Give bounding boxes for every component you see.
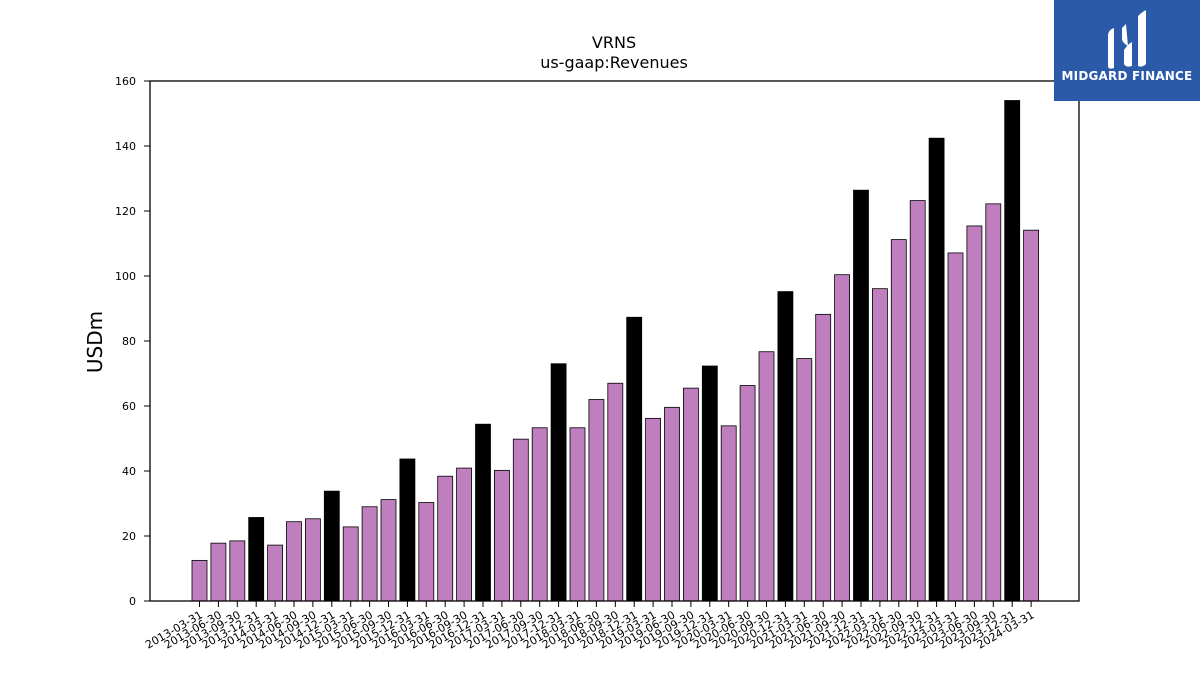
- bar-2020-03-31: [720, 425, 737, 602]
- bars-group: [191, 100, 1039, 602]
- bar-2022-12-31: [928, 137, 945, 602]
- bar-2019-12-31: [701, 365, 718, 602]
- bar-2022-06-30: [890, 239, 907, 602]
- bar-2013-06-30: [210, 542, 227, 602]
- bar-2021-06-30: [815, 313, 832, 602]
- midgard-finance-logo: MIDGARD FINANCE: [1054, 0, 1200, 101]
- bar-2020-06-30: [739, 385, 756, 602]
- y-tick-label: 120: [115, 205, 136, 218]
- y-tick-label: 60: [122, 400, 136, 413]
- x-axis: 2013-03-312013-06-302013-09-302013-12-31…: [143, 601, 1037, 652]
- logo-text: MIDGARD FINANCE: [1061, 69, 1193, 83]
- bar-2015-06-30: [361, 506, 378, 602]
- bar-2017-06-30: [512, 438, 529, 602]
- bar-2021-12-31: [853, 189, 869, 602]
- bar-2022-03-31: [872, 288, 888, 602]
- bar-2016-09-30: [456, 467, 473, 602]
- bar-2019-06-30: [664, 406, 680, 602]
- y-tick-label: 140: [115, 140, 136, 153]
- bar-2014-03-31: [267, 544, 284, 602]
- bar-2013-12-31: [248, 517, 265, 602]
- bar-2019-09-30: [683, 387, 699, 602]
- bar-2020-09-30: [758, 351, 775, 602]
- bar-2015-09-30: [380, 499, 397, 602]
- bar-2023-12-31: [1004, 100, 1021, 602]
- bar-2013-09-30: [229, 540, 246, 602]
- bar-2020-12-31: [777, 291, 794, 602]
- y-tick-label: 20: [122, 530, 136, 543]
- bar-2023-03-31: [947, 252, 964, 602]
- bar-2017-03-31: [493, 469, 510, 602]
- bar-2018-12-31: [626, 316, 643, 602]
- bar-2022-09-30: [909, 200, 926, 602]
- bar-2014-09-30: [304, 518, 321, 602]
- bar-2016-12-31: [475, 423, 491, 602]
- bar-2021-03-31: [796, 358, 813, 602]
- y-tick-label: 160: [115, 75, 136, 88]
- bar-2013-03-31: [191, 559, 208, 602]
- bar-2014-06-30: [286, 521, 302, 602]
- y-tick-label: 100: [115, 270, 136, 283]
- bar-2023-09-30: [985, 203, 1002, 602]
- y-tick-label: 0: [129, 595, 136, 608]
- bar-2015-12-31: [399, 458, 416, 602]
- bar-2016-06-30: [437, 475, 454, 602]
- bar-2015-03-31: [342, 526, 359, 602]
- bar-2017-12-31: [550, 363, 567, 602]
- bar-2018-09-30: [607, 382, 624, 602]
- bar-2018-06-30: [588, 399, 605, 602]
- bar-2014-12-31: [323, 490, 340, 602]
- chart-title: VRNS: [592, 33, 636, 52]
- plot-frame: [149, 80, 1080, 602]
- bar-2024-03-31: [1023, 229, 1039, 602]
- bar-2016-03-31: [418, 502, 435, 602]
- y-axis: 0 20 40 60 80 100 120 140 160: [115, 75, 150, 608]
- bar-2019-03-31: [645, 417, 661, 602]
- chart-subtitle: us-gaap:Revenues: [540, 53, 688, 72]
- y-axis-label: USDm: [83, 311, 107, 373]
- bar-2021-09-30: [834, 274, 850, 602]
- logo-mark-icon: [1108, 10, 1146, 69]
- bar-2018-03-31: [569, 427, 586, 602]
- y-tick-label: 40: [122, 465, 136, 478]
- y-tick-label: 80: [122, 335, 136, 348]
- bar-2017-09-30: [531, 427, 548, 602]
- bar-2023-06-30: [966, 225, 983, 602]
